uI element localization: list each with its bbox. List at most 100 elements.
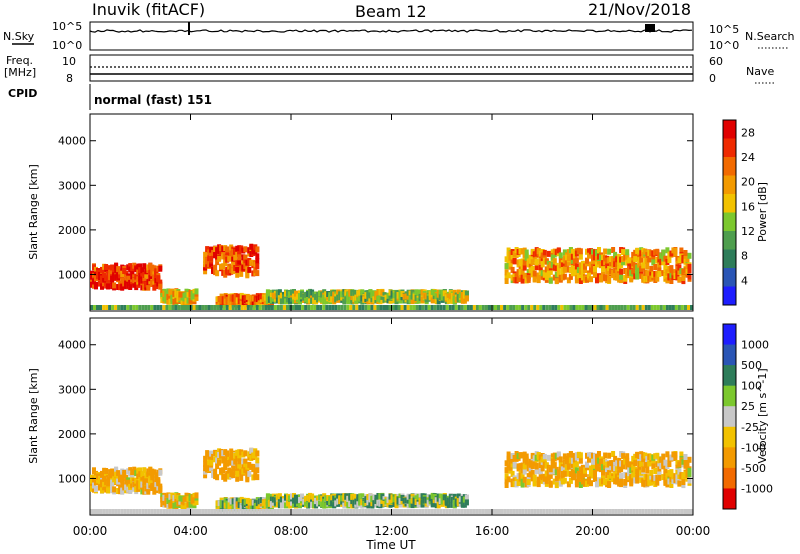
heatmap-cell — [110, 275, 115, 282]
heatmap-cell — [566, 481, 571, 488]
heatmap-cell — [111, 305, 115, 310]
heatmap-cell — [574, 467, 579, 474]
heatmap-cell — [194, 295, 199, 301]
heatmap-cell — [574, 263, 579, 270]
heatmap-cell — [619, 277, 624, 284]
heatmap-cell — [572, 470, 577, 477]
heatmap-cell — [655, 479, 660, 486]
heatmap-cell — [255, 457, 260, 464]
heatmap-cell — [632, 305, 636, 310]
heatmap-cell — [142, 263, 147, 270]
heatmap-cell — [651, 259, 656, 266]
heatmap-cell — [625, 453, 630, 460]
heatmap-cell — [219, 301, 224, 308]
heatmap-cell — [279, 509, 283, 514]
heatmap-cell — [532, 270, 537, 277]
heatmap-cell — [520, 478, 525, 485]
heatmap-cell — [478, 509, 482, 514]
heatmap-cell — [93, 305, 96, 310]
heatmap-cell — [118, 488, 123, 495]
heatmap-cell — [631, 472, 636, 479]
heatmap-cell — [304, 305, 308, 310]
colorbar-segment — [723, 157, 736, 176]
heatmap-cell — [611, 509, 615, 514]
heatmap-cell — [681, 458, 686, 465]
heatmap-cell — [213, 264, 218, 271]
heatmap-cell — [162, 305, 166, 310]
colorbar-tick-label: -500 — [741, 462, 766, 475]
heatmap-cell — [436, 305, 440, 310]
heatmap-cell — [681, 275, 686, 281]
heatmap-cell — [497, 305, 500, 310]
heatmap-cell — [685, 256, 690, 263]
heatmap-cell — [360, 493, 365, 500]
heatmap-cell — [538, 462, 543, 469]
heatmap-cell — [126, 275, 131, 282]
power-ylabel: Slant Range [km] — [27, 164, 40, 260]
heatmap-cell — [165, 509, 169, 514]
cpid-label: CPID — [8, 87, 37, 100]
heatmap-cell — [310, 509, 314, 514]
heatmap-cell — [520, 263, 525, 270]
heatmap-cell — [112, 282, 117, 289]
colorbar-segment — [723, 138, 736, 158]
heatmap-cell — [536, 481, 541, 488]
heatmap-cell — [522, 264, 527, 271]
heatmap-cell — [114, 509, 118, 514]
heatmap-cell — [219, 449, 224, 455]
heatmap-cell — [580, 473, 585, 480]
heatmap-cell — [558, 456, 563, 463]
heatmap-cell — [382, 305, 386, 310]
heatmap-cell — [298, 509, 301, 514]
heatmap-cell — [548, 472, 553, 479]
heatmap-cell — [554, 305, 558, 310]
heatmap-cell — [108, 473, 113, 480]
heatmap-cell — [583, 263, 587, 270]
heatmap-cell — [653, 468, 658, 474]
heatmap-cell — [522, 463, 527, 470]
heatmap-cell — [162, 509, 166, 514]
heatmap-cell — [556, 469, 561, 476]
heatmap-cell — [613, 251, 618, 258]
heatmap-cell — [358, 305, 362, 310]
heatmap-cell — [677, 480, 682, 487]
heatmap-cell — [574, 461, 579, 468]
heatmap-cell — [215, 270, 220, 277]
heatmap-cell — [524, 254, 529, 261]
heatmap-cell — [508, 464, 513, 471]
heatmap-cell — [320, 291, 325, 298]
heatmap-cell — [138, 263, 143, 270]
heatmap-cell — [102, 305, 106, 310]
heatmap-cell — [530, 470, 535, 476]
heatmap-cell — [500, 509, 503, 514]
heatmap-cell — [398, 297, 403, 304]
heatmap-cell — [195, 305, 199, 310]
heatmap-cell — [516, 480, 521, 486]
heatmap-cell — [222, 305, 226, 310]
heatmap-cell — [669, 482, 674, 488]
heatmap-cell — [319, 509, 323, 514]
heatmap-cell — [651, 463, 656, 470]
heatmap-cell — [225, 509, 229, 514]
heatmap-cell — [325, 509, 329, 514]
heatmap-cell — [243, 459, 248, 466]
heatmap-cell — [105, 305, 109, 310]
heatmap-cell — [620, 305, 624, 310]
heatmap-cell — [644, 305, 648, 310]
heatmap-cell — [94, 486, 98, 492]
heatmap-cell — [92, 482, 96, 489]
colorbar-segment — [723, 231, 736, 250]
heatmap-cell — [195, 509, 199, 514]
heatmap-cell — [255, 462, 260, 469]
heatmap-cell — [546, 454, 551, 461]
heatmap-cell — [663, 255, 668, 262]
heatmap-cell — [380, 289, 385, 296]
heatmap-cell — [522, 259, 527, 266]
heatmap-cell — [215, 259, 220, 266]
heatmap-cell — [276, 509, 280, 514]
heatmap-cell — [209, 261, 214, 268]
heatmap-cell — [560, 267, 565, 273]
power-colorbar: 4 8 12 16 20 24 28 — [722, 119, 755, 306]
heatmap-cell — [246, 305, 250, 310]
heatmap-cell — [569, 509, 573, 514]
